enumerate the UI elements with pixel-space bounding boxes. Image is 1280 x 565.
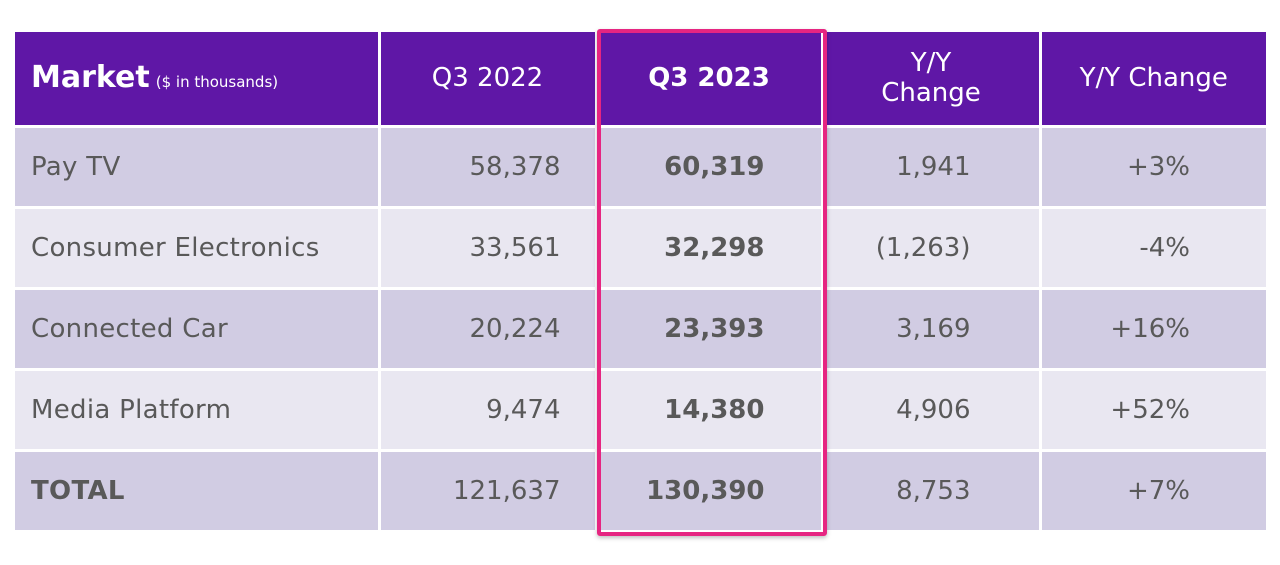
row-q3-2022-value: 9,474 bbox=[379, 369, 598, 452]
row-yy-change-value: 8,753 bbox=[822, 450, 1042, 533]
header-yy-change-label: Y/Y Change bbox=[881, 47, 981, 108]
table-header-row: Market ($ in thousands) Q3 2022 Q3 2023 Y… bbox=[15, 32, 1266, 128]
row-market-label: Connected Car bbox=[15, 288, 381, 371]
row-q3-2022-value: 33,561 bbox=[379, 207, 598, 290]
row-yy-pct-value: +7% bbox=[1040, 450, 1266, 533]
row-q3-2023-value: 23,393 bbox=[596, 288, 824, 371]
row-yy-pct-value: +52% bbox=[1040, 369, 1266, 452]
header-q3-2023: Q3 2023 bbox=[596, 32, 824, 128]
row-q3-2023-value: 14,380 bbox=[596, 369, 824, 452]
row-market-label: Consumer Electronics bbox=[15, 207, 381, 290]
row-yy-pct-value: +3% bbox=[1040, 126, 1266, 209]
header-market: Market ($ in thousands) bbox=[15, 32, 381, 128]
row-yy-change-value: 1,941 bbox=[822, 126, 1042, 209]
row-market-label: Media Platform bbox=[15, 369, 381, 452]
row-yy-change-value: 3,169 bbox=[822, 288, 1042, 371]
table-row: Connected Car 20,224 23,393 3,169 +16% bbox=[15, 288, 1266, 371]
row-yy-pct-value: +16% bbox=[1040, 288, 1266, 371]
row-yy-pct-value: -4% bbox=[1040, 207, 1266, 290]
table-row: Media Platform 9,474 14,380 4,906 +52% bbox=[15, 369, 1266, 452]
row-yy-change-value: 4,906 bbox=[822, 369, 1042, 452]
header-market-subtitle: ($ in thousands) bbox=[155, 73, 279, 92]
row-q3-2023-value: 130,390 bbox=[596, 450, 824, 533]
table-row: Consumer Electronics 33,561 32,298 (1,26… bbox=[15, 207, 1266, 290]
row-q3-2022-value: 20,224 bbox=[379, 288, 598, 371]
header-yy-change-pct: Y/Y Change bbox=[1040, 32, 1266, 128]
table-row: Pay TV 58,378 60,319 1,941 +3% bbox=[15, 126, 1266, 209]
market-revenue-table-container: Market ($ in thousands) Q3 2022 Q3 2023 Y… bbox=[15, 32, 1266, 533]
header-q3-2022: Q3 2022 bbox=[379, 32, 598, 128]
row-q3-2022-value: 58,378 bbox=[379, 126, 598, 209]
table-row-total: TOTAL 121,637 130,390 8,753 +7% bbox=[15, 450, 1266, 533]
row-market-label: Pay TV bbox=[15, 126, 381, 209]
row-yy-change-value: (1,263) bbox=[822, 207, 1042, 290]
row-q3-2023-value: 60,319 bbox=[596, 126, 824, 209]
header-yy-change: Y/Y Change bbox=[822, 32, 1042, 128]
row-q3-2022-value: 121,637 bbox=[379, 450, 598, 533]
row-q3-2023-value: 32,298 bbox=[596, 207, 824, 290]
market-revenue-table: Market ($ in thousands) Q3 2022 Q3 2023 Y… bbox=[15, 32, 1266, 533]
header-market-title: Market bbox=[31, 60, 150, 96]
row-market-label: TOTAL bbox=[15, 450, 381, 533]
